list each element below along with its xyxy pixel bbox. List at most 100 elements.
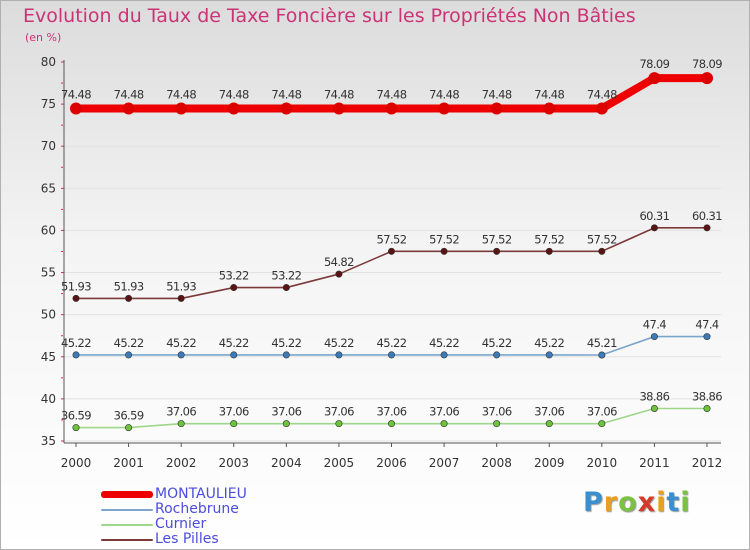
data-point [598, 420, 606, 428]
data-point [385, 102, 398, 115]
data-label: 37.06 [219, 405, 249, 419]
logo-letter: t [666, 487, 681, 518]
y-tick-label: 75 [41, 97, 56, 111]
data-point [598, 247, 606, 255]
data-point [650, 224, 658, 232]
legend: MONTAULIEU Rochebrune Curnier Les Pilles [101, 487, 247, 547]
data-label: 54.82 [324, 255, 354, 269]
y-tick-label: 60 [41, 223, 56, 237]
data-label: 37.06 [377, 405, 407, 419]
data-point [282, 420, 290, 428]
data-point [440, 247, 448, 255]
data-point [125, 351, 133, 359]
data-label: 47.4 [695, 318, 718, 332]
data-point [122, 102, 135, 115]
data-label: 51.93 [114, 279, 144, 293]
data-label: 60.31 [692, 209, 722, 223]
data-point [703, 404, 711, 412]
data-label: 37.06 [271, 405, 301, 419]
x-tick-label: 2000 [61, 456, 92, 470]
logo-letter: i [656, 487, 667, 518]
chart-title: Evolution du Taux de Taxe Foncière sur l… [23, 5, 636, 27]
data-point [175, 102, 188, 115]
x-tick-label: 2007 [429, 456, 460, 470]
data-label: 45.22 [166, 336, 196, 350]
data-label: 53.22 [219, 269, 249, 283]
data-point [490, 102, 503, 115]
data-labels-layer: 45.22 45.22 45.22 45.22 45.22 45.22 45.22 45.22… [61, 57, 723, 423]
data-point [335, 351, 343, 359]
data-point [335, 270, 343, 278]
data-label: 38.86 [692, 389, 722, 403]
y-tick-label: 50 [41, 308, 56, 322]
data-point [177, 351, 185, 359]
data-point [230, 420, 238, 428]
data-point [70, 102, 82, 115]
data-label: 38.86 [639, 389, 669, 403]
data-label: 74.48 [271, 87, 301, 101]
data-label: 51.93 [61, 279, 91, 293]
data-label: 45.22 [219, 336, 249, 350]
data-point [387, 247, 395, 255]
legend-label: Curnier [155, 516, 207, 532]
y-tick-label: 70 [41, 139, 56, 153]
legend-swatch [101, 538, 153, 541]
data-point [650, 404, 658, 412]
data-label: 74.48 [429, 87, 459, 101]
data-label: 37.06 [166, 405, 196, 419]
x-tick-label: 2010 [587, 456, 618, 470]
logo-letter: o [618, 487, 638, 518]
data-point [125, 424, 133, 432]
x-tick-label: 2001 [113, 456, 144, 470]
x-tick-label: 2011 [639, 456, 670, 470]
y-tick-label: 80 [41, 55, 56, 69]
data-point [230, 351, 238, 359]
series-points-layer [70, 72, 713, 432]
legend-item: Rochebrune [101, 502, 247, 517]
data-label: 45.21 [587, 336, 617, 350]
data-point [282, 284, 290, 292]
data-label: 37.06 [534, 405, 564, 419]
data-point [72, 351, 80, 359]
data-label: 74.48 [482, 87, 512, 101]
data-point [701, 72, 713, 85]
legend-label: Rochebrune [155, 501, 239, 517]
data-point [493, 351, 501, 359]
legend-item: Les Pilles [101, 532, 247, 547]
data-label: 45.22 [61, 336, 91, 350]
data-point [493, 420, 501, 428]
data-label: 74.48 [166, 87, 196, 101]
data-label: 57.52 [534, 232, 564, 246]
data-label: 47.4 [643, 318, 666, 332]
grid-layer [64, 61, 721, 442]
data-label: 74.48 [114, 87, 144, 101]
data-point [545, 247, 553, 255]
data-label: 51.93 [166, 279, 196, 293]
data-label: 45.22 [534, 336, 564, 350]
data-label: 45.22 [324, 336, 354, 350]
data-label: 45.22 [429, 336, 459, 350]
data-point [545, 351, 553, 359]
axes-layer: 35 40 45 50 55 60 65 70 75 80 2000 2001 2002 2003 2004… [41, 55, 723, 470]
data-point [177, 420, 185, 428]
data-label: 37.06 [324, 405, 354, 419]
legend-label: Les Pilles [155, 531, 219, 547]
x-tick-label: 2009 [534, 456, 565, 470]
data-label: 36.59 [61, 409, 91, 423]
data-label: 74.48 [219, 87, 249, 101]
legend-swatch [101, 491, 153, 498]
legend-swatch [101, 508, 153, 511]
data-point [440, 351, 448, 359]
data-point [648, 72, 661, 85]
data-point [125, 294, 133, 302]
data-point [595, 102, 608, 115]
data-label: 53.22 [271, 269, 301, 283]
data-point [335, 420, 343, 428]
x-tick-label: 2012 [692, 456, 723, 470]
data-point [493, 247, 501, 255]
legend-swatch [101, 523, 153, 526]
data-point [72, 424, 80, 432]
x-tick-label: 2006 [376, 456, 407, 470]
